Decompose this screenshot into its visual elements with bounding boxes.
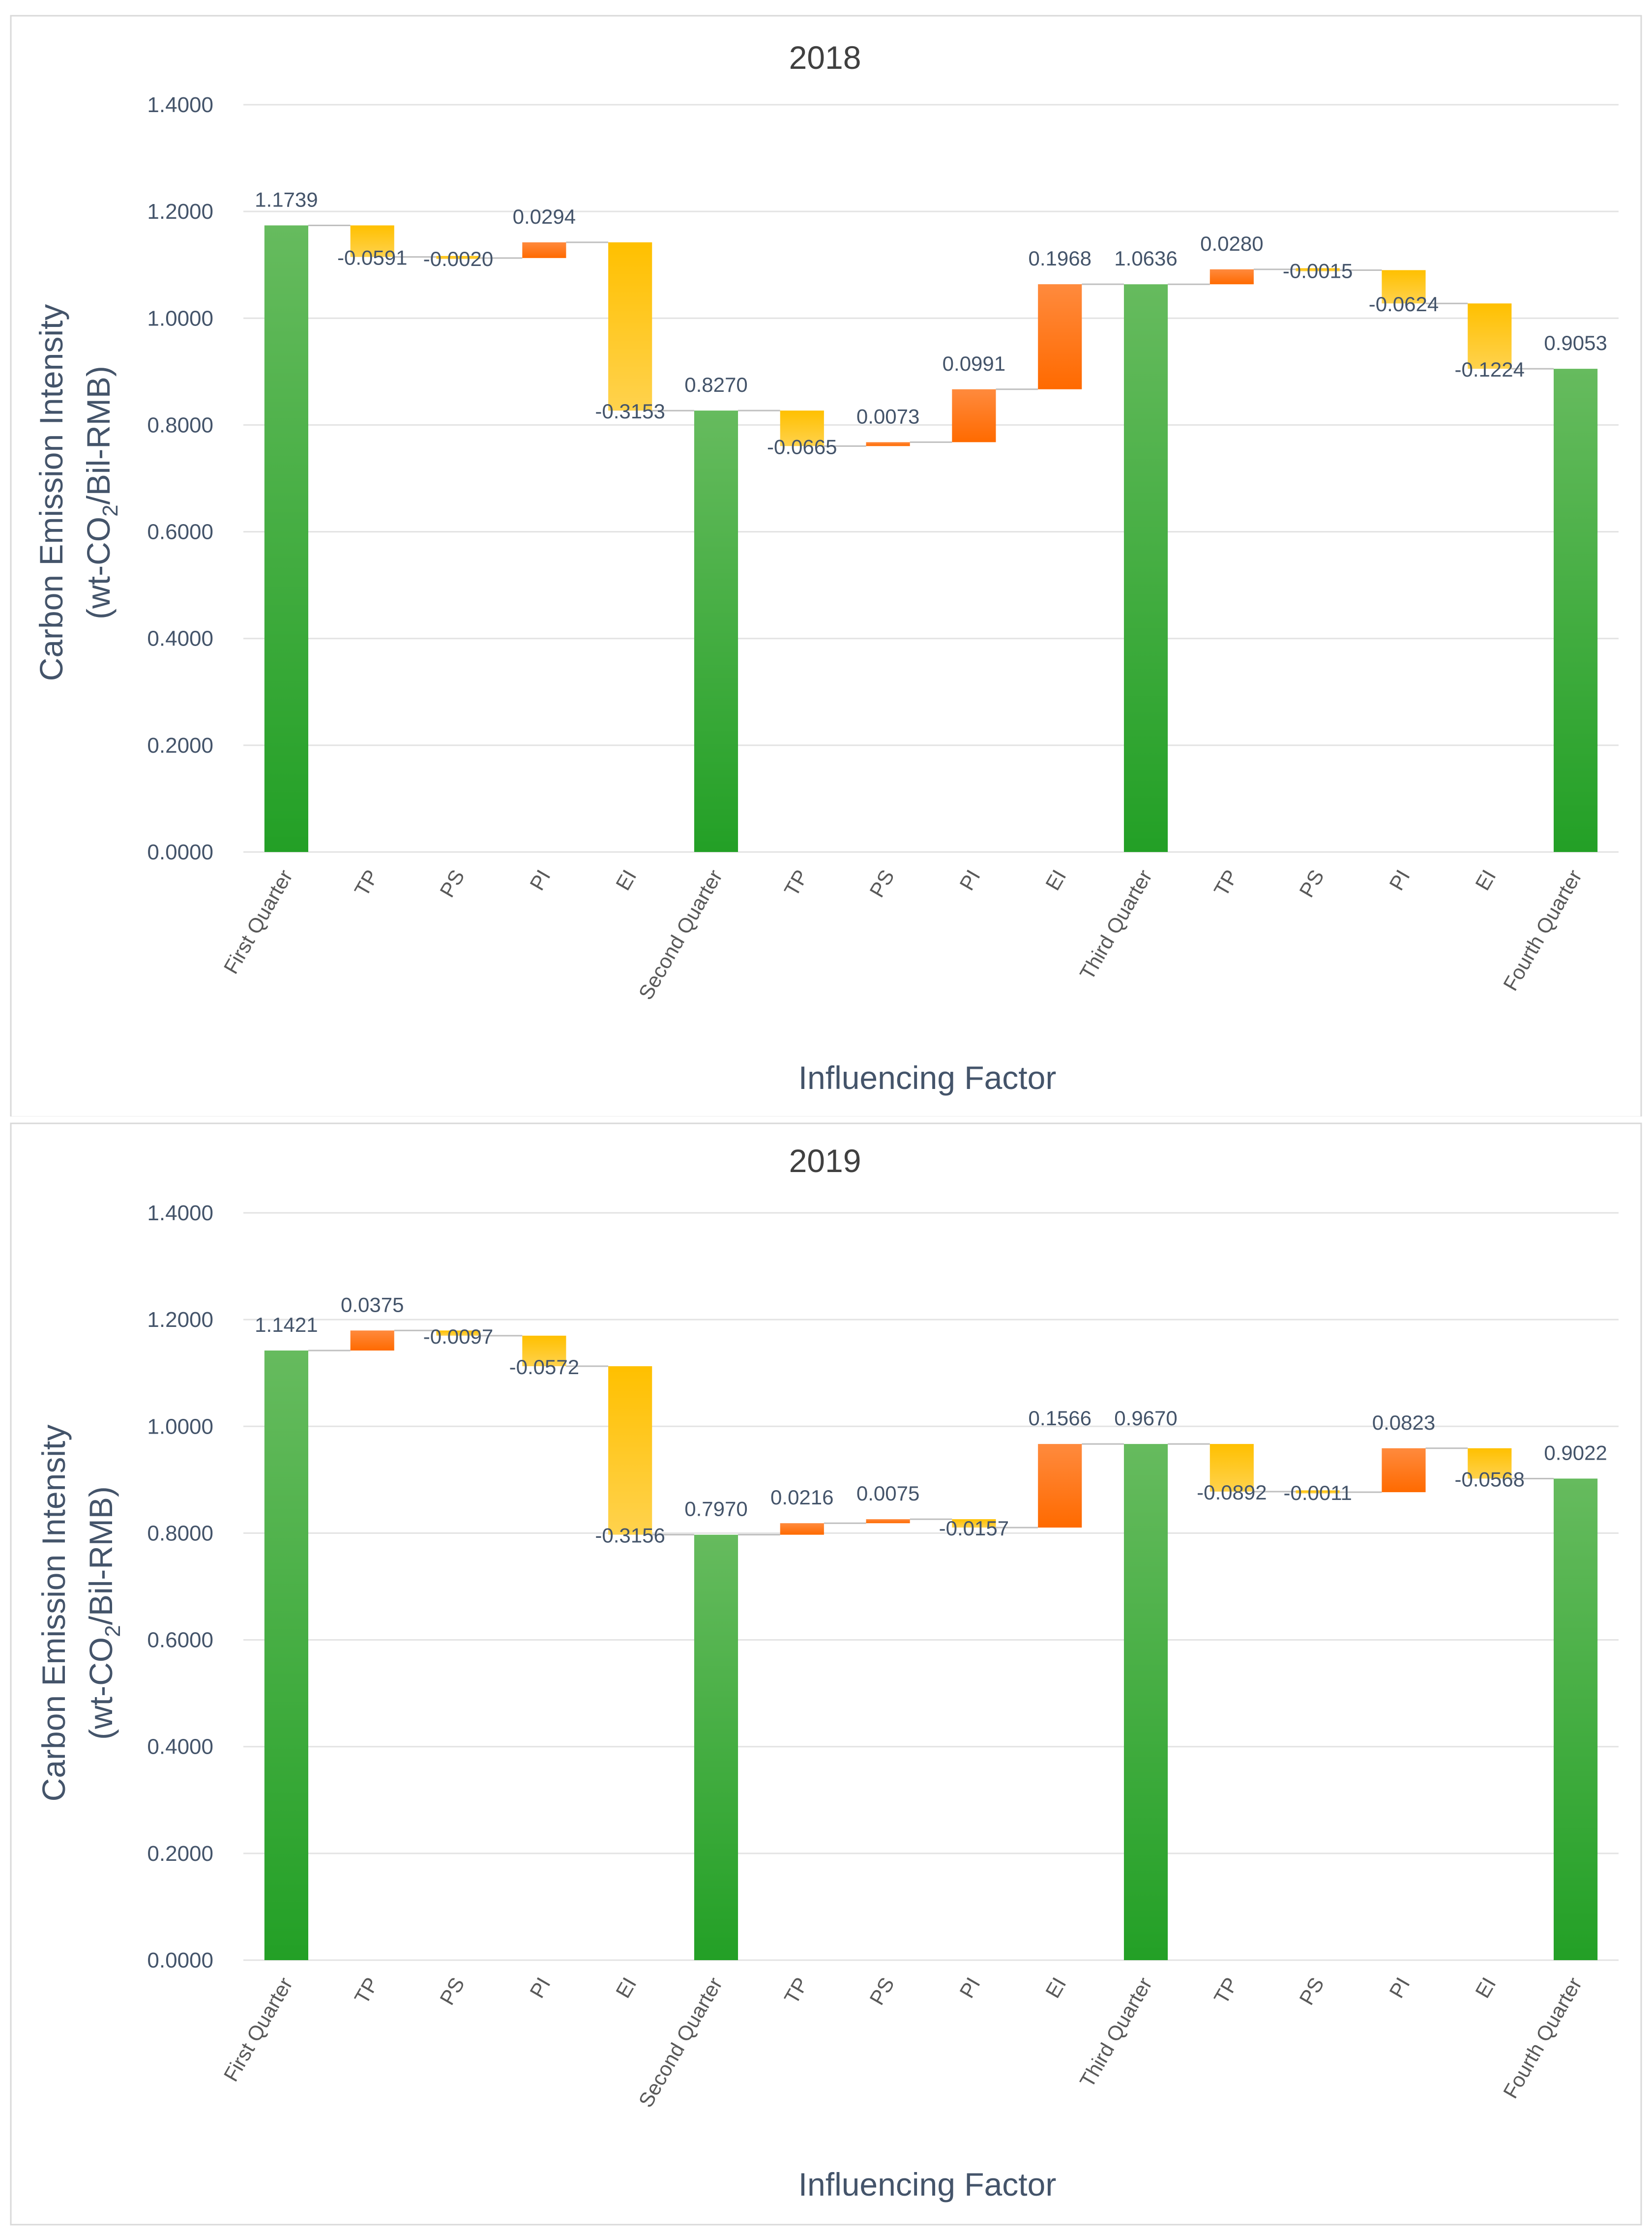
bar-total: [1554, 1478, 1598, 1960]
y-tick-label: 0.4000: [147, 1735, 213, 1759]
data-label: 1.0636: [1114, 247, 1177, 270]
data-label: -0.3153: [595, 400, 665, 423]
bar-increase: [1038, 284, 1082, 389]
data-label: -0.0015: [1283, 259, 1353, 282]
bar-total: [264, 1351, 308, 1960]
data-label: 0.9022: [1544, 1441, 1607, 1464]
chart-panel-2018: 2018 0.0000 0.2000 0.4000 0.6000 0.8000 1.000…: [0, 0, 1652, 1116]
data-label: -0.0892: [1197, 1481, 1267, 1504]
x-axis-title: Influencing Factor: [798, 1059, 1057, 1096]
data-label: 0.0823: [1372, 1411, 1435, 1434]
data-label: -0.0157: [939, 1517, 1009, 1540]
y-tick-label: 0.6000: [147, 1628, 213, 1652]
data-label: 0.0075: [856, 1482, 919, 1505]
data-label: -0.0572: [509, 1355, 579, 1379]
y-axis-title: Carbon Emission Intensity (wt-CO2/Bil-RM…: [35, 1425, 125, 1802]
bar-decrease: [436, 256, 480, 259]
data-label: 0.0294: [513, 205, 576, 228]
bar-decrease: [1296, 268, 1340, 271]
data-label: -0.0591: [337, 246, 407, 269]
bar-increase: [1210, 269, 1254, 285]
bar-increase: [350, 1330, 394, 1351]
bar-decrease: [522, 1335, 566, 1366]
bar-decrease: [780, 411, 824, 446]
chart-title: 2018: [789, 39, 861, 76]
y-tick-label: 0.4000: [147, 627, 213, 651]
y-tick-label: 0.8000: [147, 413, 213, 437]
y-tick-label: 0.6000: [147, 520, 213, 544]
bar-increase: [866, 1519, 910, 1524]
bar-total: [264, 225, 308, 852]
data-label: -0.0097: [423, 1325, 493, 1348]
data-label: 0.8270: [684, 373, 747, 396]
y-tick-label: 1.0000: [147, 1414, 213, 1439]
bar-increase: [780, 1523, 824, 1535]
data-label: 0.0280: [1200, 232, 1263, 255]
y-tick-label: 0.8000: [147, 1521, 213, 1545]
bar-total: [694, 1534, 738, 1960]
bar-increase: [522, 242, 566, 258]
data-label: 1.1421: [255, 1313, 318, 1336]
waterfall-chart-2019: 2019 0.0000 0.2000 0.4000 0.6000 0.8000 1.000…: [10, 1122, 1642, 2226]
y-tick-label: 1.0000: [147, 306, 213, 330]
data-label: -0.1224: [1455, 358, 1525, 381]
chart-frame: [10, 1122, 1642, 2226]
bar-decrease: [608, 1366, 652, 1535]
x-axis-title: Influencing Factor: [798, 2166, 1057, 2203]
data-label: 0.7970: [684, 1498, 747, 1521]
data-label: -0.3156: [595, 1524, 665, 1547]
data-label: -0.0020: [423, 247, 493, 270]
y-tick-label: 1.4000: [147, 93, 213, 117]
chart-frame: [10, 15, 1642, 1116]
data-label: 0.0375: [341, 1293, 404, 1316]
data-label: -0.0568: [1455, 1468, 1525, 1491]
data-label: 0.9670: [1114, 1407, 1177, 1430]
data-label: -0.0011: [1283, 1481, 1352, 1504]
data-label: 0.9053: [1544, 331, 1607, 354]
bar-increase: [952, 389, 996, 442]
bar-increase: [1038, 1444, 1082, 1528]
bar-decrease: [1468, 303, 1512, 369]
data-label: 0.0073: [856, 405, 919, 428]
bar-decrease: [608, 242, 652, 411]
data-label: -0.0624: [1369, 293, 1439, 316]
waterfall-chart-2018: 2018 0.0000 0.2000 0.4000 0.6000 0.8000 1.000…: [10, 15, 1642, 1116]
y-axis-title-line1: Carbon Emission Intensity: [35, 1425, 72, 1802]
y-tick-label: 0.0000: [147, 1948, 213, 1972]
chart-panel-2019: 2019 0.0000 0.2000 0.4000 0.6000 0.8000 1.000…: [0, 1116, 1652, 2233]
bar-decrease: [1382, 270, 1426, 304]
bar-increase: [1382, 1448, 1426, 1493]
data-label: 0.0991: [943, 352, 1005, 375]
data-label: 1.1739: [255, 188, 318, 211]
y-tick-label: 0.0000: [147, 840, 213, 864]
y-axis-title-line1: Carbon Emission Intensity: [33, 304, 69, 681]
y-tick-label: 1.4000: [147, 1201, 213, 1225]
bar-increase: [866, 442, 910, 446]
bar-decrease: [1296, 1490, 1340, 1494]
y-tick-label: 1.2000: [147, 1308, 213, 1332]
bar-total: [1554, 369, 1598, 852]
y-axis-title-line2: (wt-CO2/Bil-RMB): [80, 366, 122, 619]
y-tick-label: 0.2000: [147, 1842, 213, 1866]
y-axis-title-line2: (wt-CO2/Bil-RMB): [83, 1486, 125, 1740]
bar-decrease: [952, 1519, 996, 1528]
chart-title: 2019: [789, 1143, 861, 1179]
bar-total: [1123, 1444, 1168, 1960]
data-label: 0.1968: [1028, 247, 1091, 270]
y-tick-label: 0.2000: [147, 734, 213, 758]
bar-total: [1123, 284, 1168, 852]
data-label: 0.0216: [770, 1486, 833, 1509]
bar-decrease: [1210, 1444, 1254, 1492]
bar-decrease: [1468, 1448, 1512, 1479]
bar-total: [694, 411, 738, 852]
data-label: -0.0665: [767, 435, 837, 458]
y-axis-title: Carbon Emission Intensity (wt-CO2/Bil-RM…: [33, 304, 122, 681]
bar-decrease: [436, 1330, 480, 1336]
data-label: 0.1566: [1028, 1407, 1091, 1430]
y-tick-label: 1.2000: [147, 200, 213, 224]
bar-decrease: [350, 225, 394, 257]
